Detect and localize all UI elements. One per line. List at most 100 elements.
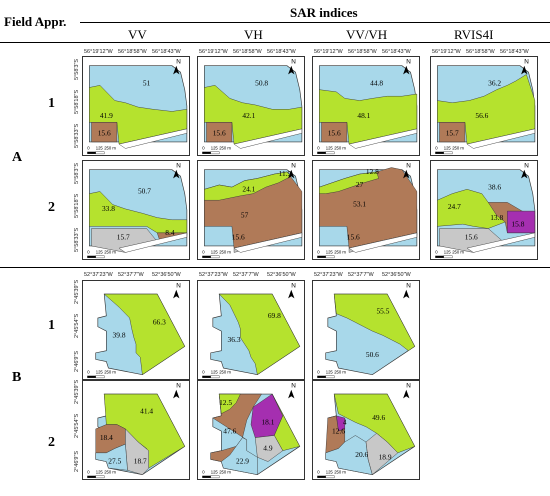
svg-text:250 m: 250 m	[104, 250, 116, 255]
value-label: 44.8	[370, 78, 383, 87]
value-label: 41.4	[140, 407, 153, 416]
north-arrow-icon: N	[288, 58, 296, 75]
coord-tick-left: 5°58'3"S	[74, 162, 80, 184]
row-label-a1: 1	[48, 96, 55, 111]
value-label: 15.6	[347, 232, 360, 241]
coord-tick-top: 56°18'58"W	[348, 49, 377, 55]
row-label-b2: 2	[48, 435, 55, 450]
north-label: N	[406, 282, 411, 289]
svg-text:250 m: 250 m	[334, 370, 346, 375]
scale-bar: 0 125 250 m	[202, 250, 231, 259]
north-label: N	[176, 382, 181, 389]
scale-bar: 0 125 250 m	[202, 146, 231, 155]
svg-text:0: 0	[202, 370, 205, 375]
svg-text:125: 125	[211, 250, 219, 255]
coord-tick-top: 56°18'43"W	[267, 49, 296, 55]
value-label: 41.9	[100, 111, 113, 120]
north-arrow-icon: N	[173, 162, 181, 179]
svg-text:125: 125	[326, 470, 334, 475]
north-label: N	[524, 162, 529, 169]
value-label: 13.8	[490, 213, 503, 222]
svg-text:125: 125	[96, 250, 104, 255]
coord-tick-left: 5°58'18"S	[74, 89, 80, 114]
value-label: 50.6	[366, 350, 379, 359]
header-rule-bottom	[0, 42, 550, 43]
coord-tick-top: 56°19'12"W	[84, 49, 113, 55]
north-label: N	[291, 162, 296, 169]
svg-text:125: 125	[96, 470, 104, 475]
value-label: 27	[356, 180, 364, 189]
north-arrow-icon: N	[403, 282, 411, 299]
svg-text:0: 0	[202, 146, 205, 151]
map-panel-b2-2: 12.5 47.6 18.1 22.9 4.9 N 0 125 250 m	[197, 380, 305, 480]
value-label: 22.9	[236, 457, 249, 466]
svg-text:125: 125	[444, 250, 452, 255]
coord-tick-left: 5°58'33"S	[74, 123, 80, 148]
value-label: 12.5	[219, 398, 232, 407]
map-panel-b2-3: 49.6 12.6 20.6 18.9 4 N 0 125 250 m	[312, 380, 420, 480]
svg-text:250 m: 250 m	[219, 370, 231, 375]
map-panel-a2-2: 11.9 24.1 57 15.6 N 0 125 250 m	[197, 160, 305, 260]
appr-label: Appr.	[34, 14, 67, 29]
coord-tick-top: 56°19'12"W	[432, 49, 461, 55]
value-label: 11.9	[279, 169, 292, 178]
svg-text:0: 0	[435, 146, 438, 151]
coord-tick-top: 52°37'23"W	[314, 272, 343, 278]
scale-bar: 0 125 250 m	[87, 250, 116, 259]
value-label: 53.1	[353, 200, 366, 209]
svg-text:0: 0	[202, 470, 205, 475]
row-label-a2: 2	[48, 200, 55, 215]
svg-text:0: 0	[317, 250, 320, 255]
col-header-vvvh: VV/VH	[346, 27, 388, 42]
map-panel-b1-2: 69.8 36.3 N 0 125 250 m	[197, 280, 305, 380]
north-arrow-icon: N	[288, 162, 296, 179]
value-label: 15.6	[98, 128, 111, 137]
svg-text:125: 125	[211, 370, 219, 375]
scale-bar: 0 125 250 m	[87, 370, 116, 379]
north-arrow-icon: N	[403, 162, 411, 179]
value-label: 42.1	[242, 111, 255, 120]
north-label: N	[291, 382, 296, 389]
north-label: N	[524, 58, 529, 65]
map-panel-a2-3: 12.8 27 53.1 15.6 N 0 125 250 m	[312, 160, 420, 260]
row-label-b1: 1	[48, 318, 55, 333]
coord-tick-top: 56°19'12"W	[199, 49, 228, 55]
value-label: 18.9	[379, 452, 392, 461]
north-arrow-icon: N	[521, 58, 529, 75]
svg-text:125: 125	[211, 470, 219, 475]
coord-tick-top: 56°18'43"W	[152, 49, 181, 55]
north-label: N	[291, 282, 296, 289]
value-label: 15.7	[446, 128, 459, 137]
svg-text:250 m: 250 m	[104, 146, 116, 151]
value-label: 15.6	[465, 232, 478, 241]
north-label: N	[291, 58, 296, 65]
value-label: 69.8	[268, 311, 281, 320]
svg-text:0: 0	[87, 250, 90, 255]
value-label: 39.8	[113, 331, 126, 340]
value-label: 15.6	[213, 128, 226, 137]
value-label: 20.6	[355, 450, 368, 459]
scale-bar: 0 125 250 m	[317, 146, 346, 155]
value-label: 8.4	[165, 228, 175, 237]
map-panel-a2-4: 38.6 24.7 13.8 15.8 15.6 N 0 125 250 m	[430, 160, 538, 260]
map-panel-a1-3: 44.8 48.1 15.6 N 0 125 250 m	[312, 56, 420, 156]
coord-tick-top: 52°37'23"W	[84, 272, 113, 278]
value-label: 18.4	[100, 433, 113, 442]
value-label: 12.6	[332, 426, 345, 435]
coord-tick-left: 2°46'9"S	[74, 450, 80, 472]
svg-text:250 m: 250 m	[219, 470, 231, 475]
svg-text:0: 0	[317, 146, 320, 151]
coord-tick-top: 56°18'58"W	[466, 49, 495, 55]
map-panel-a1-1: 51 41.9 15.6 N 0 125 250 m	[82, 56, 190, 156]
value-label: 50.8	[255, 78, 268, 87]
svg-text:250 m: 250 m	[219, 146, 231, 151]
north-arrow-icon: N	[288, 282, 296, 299]
value-label: 36.2	[488, 78, 501, 87]
svg-text:0: 0	[317, 370, 320, 375]
value-label: 24.1	[242, 184, 255, 193]
value-label: 51	[143, 78, 151, 87]
svg-text:250 m: 250 m	[452, 146, 464, 151]
coord-tick-top: 56°18'43"W	[382, 49, 411, 55]
north-arrow-icon: N	[288, 382, 296, 399]
svg-text:125: 125	[96, 370, 104, 375]
